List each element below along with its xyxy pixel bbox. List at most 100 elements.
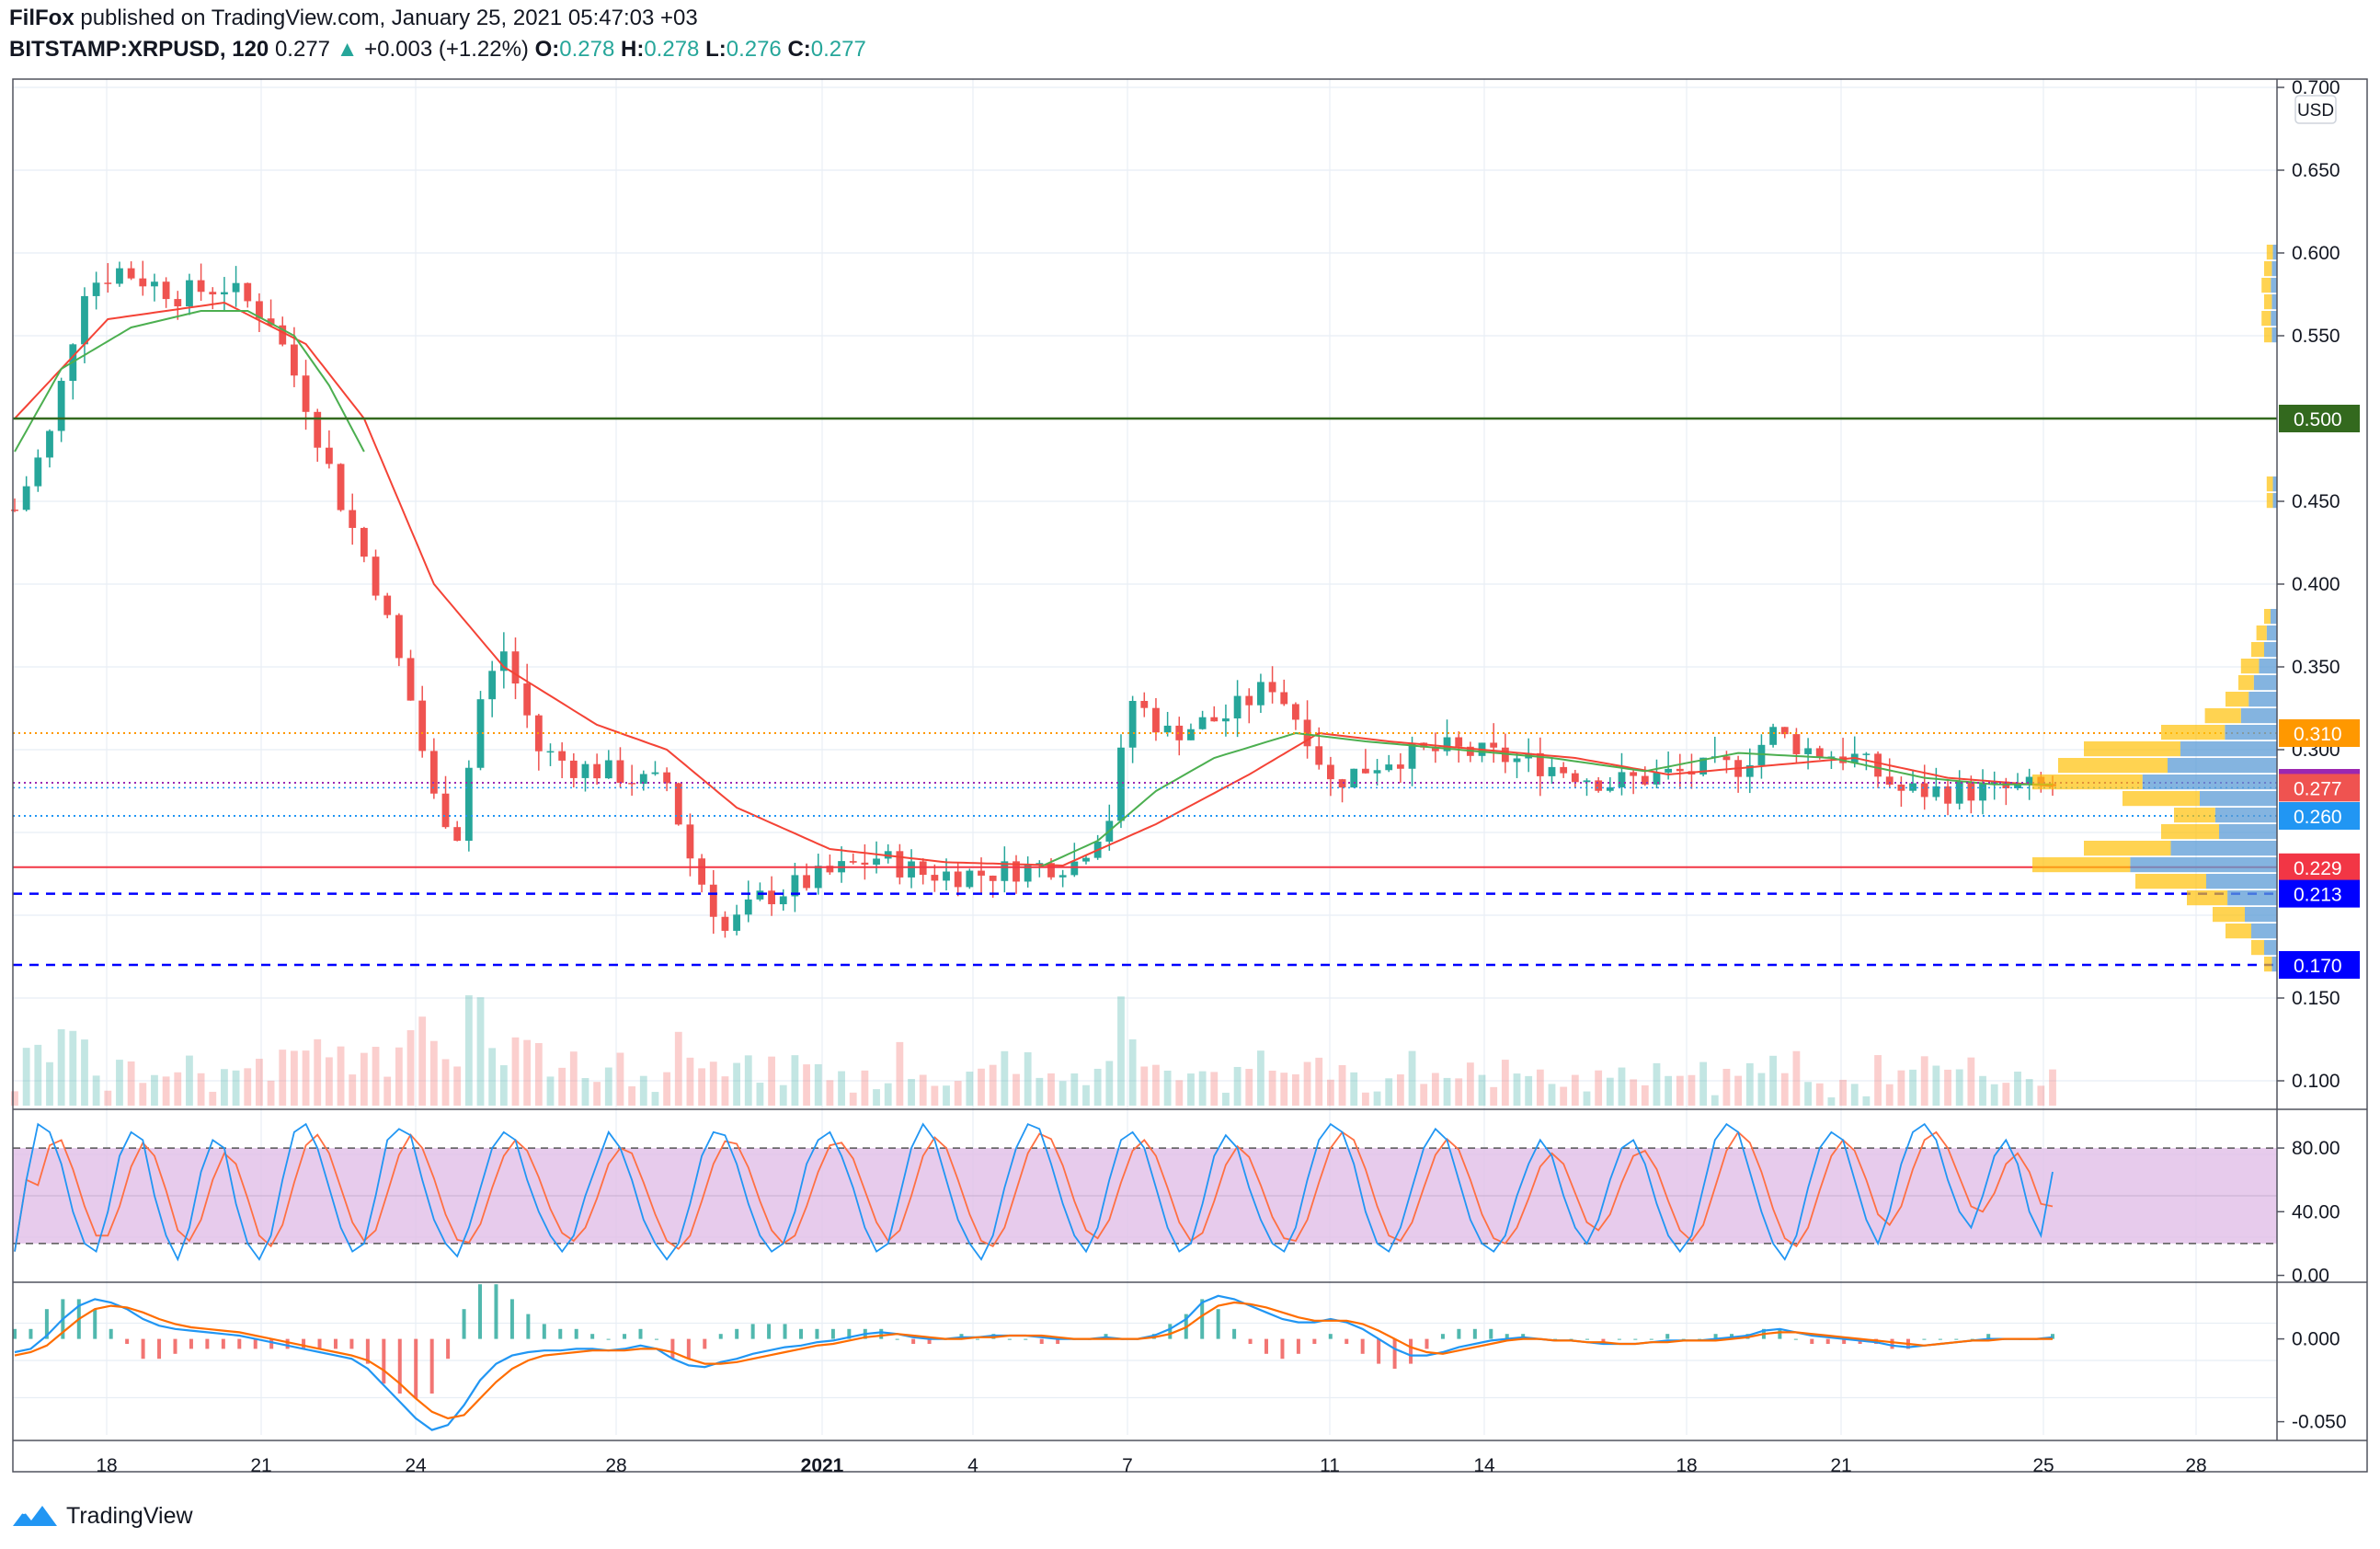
volume-profile-down — [2266, 476, 2273, 492]
symbol-label[interactable]: BITSTAMP:XRPUSD, 120 — [9, 37, 269, 62]
volume-bar — [453, 1066, 462, 1106]
volume-bar — [1093, 1068, 1102, 1106]
candle-body — [2014, 783, 2021, 789]
candle-body — [1815, 748, 1824, 758]
macd-line — [14, 1294, 2054, 1431]
volume-bar — [325, 1057, 333, 1106]
volume-profile-up — [2142, 774, 2277, 790]
volume-profile-down — [2226, 924, 2251, 939]
macd-histogram-bar — [590, 1334, 595, 1339]
volume-profile-down — [2084, 741, 2180, 757]
volume-bar — [81, 1039, 88, 1106]
volume-profile-up — [2200, 791, 2277, 807]
macd-histogram-bar — [798, 1328, 803, 1339]
candle-body — [511, 651, 520, 684]
volume-bar — [291, 1050, 298, 1106]
volume-bar — [814, 1064, 822, 1106]
macd-histogram-bar — [44, 1309, 49, 1339]
volume-bar — [744, 1055, 752, 1106]
candle-body — [1233, 695, 1241, 719]
candle-body — [931, 875, 939, 881]
currency-text: USD — [2297, 101, 2334, 120]
candle-body — [453, 827, 462, 842]
volume-bar — [1455, 1078, 1463, 1106]
volume-profile-up — [2264, 642, 2277, 658]
macd-histogram-bar — [333, 1338, 338, 1349]
macd-histogram-bar — [414, 1338, 418, 1399]
candle-body — [721, 916, 729, 931]
candle-body — [744, 899, 752, 915]
macd-histogram-bar — [1633, 1338, 1638, 1340]
candle-body — [1152, 707, 1160, 733]
currency-label[interactable]: USD — [2294, 95, 2337, 124]
candle-body — [1874, 753, 1882, 777]
volume-profile-up — [2272, 493, 2277, 509]
volume-bar — [581, 1078, 589, 1106]
volume-bar — [1630, 1079, 1638, 1106]
candle-body — [1583, 780, 1591, 783]
candle-body — [1606, 786, 1614, 791]
macd-histogram-bar — [1970, 1338, 1974, 1340]
candle-body — [1548, 766, 1556, 776]
candle-body — [1013, 861, 1020, 882]
candle-body — [1920, 783, 1928, 797]
candle-body — [464, 767, 473, 842]
volume-bar — [372, 1047, 380, 1106]
tradingview-logo[interactable]: TradingView — [11, 1497, 193, 1534]
price-tick-label: 0.700 — [2292, 77, 2340, 98]
candle-body — [92, 282, 100, 296]
volume-bar — [768, 1056, 775, 1106]
macd-histogram-bar — [1200, 1299, 1205, 1339]
volume-bar — [302, 1050, 310, 1106]
volume-bar — [418, 1016, 427, 1106]
candle-body — [581, 763, 589, 778]
macd-histogram-bar — [1617, 1338, 1621, 1340]
volume-profile-up — [2225, 725, 2277, 740]
candle-body — [1292, 704, 1299, 720]
candle-body — [1979, 784, 1986, 801]
volume-profile-down — [2264, 294, 2272, 310]
volume-bar — [1920, 1056, 1928, 1106]
candle-body — [1955, 781, 1963, 804]
volume-bar — [186, 1055, 193, 1106]
price-level-badge — [2279, 774, 2360, 802]
volume-bar — [488, 1048, 497, 1106]
volume-bar — [1560, 1086, 1568, 1106]
macd-histogram-bar — [1280, 1338, 1285, 1360]
volume-bar — [314, 1038, 322, 1106]
candle-body — [768, 890, 775, 905]
time-axis[interactable]: 18 21 24 28 2021 4 7 11 14 18 21 25 28 — [96, 1455, 2206, 1476]
candle-body — [1373, 770, 1381, 774]
macd-histogram-bar — [205, 1338, 210, 1349]
candle-body — [81, 295, 88, 345]
price-axis[interactable]: 0.7000.6500.6000.5500.4500.4000.3500.300… — [2277, 77, 2347, 1433]
volume-bar — [464, 995, 473, 1106]
volume-profile — [2032, 245, 2277, 972]
candle-body — [1536, 752, 1544, 776]
volume-bar — [209, 1091, 217, 1106]
open-value: 0.278 — [559, 37, 615, 62]
macd-histogram-bar — [654, 1338, 658, 1340]
volume-bar — [476, 997, 485, 1106]
macd-histogram-bar — [847, 1328, 852, 1339]
candle-body — [1630, 772, 1638, 776]
price-tick-label: 0.150 — [2292, 988, 2340, 1009]
macd-histogram-bar — [189, 1338, 193, 1349]
volume-bar — [873, 1089, 880, 1106]
candle-body — [1210, 717, 1219, 722]
author-name[interactable]: FilFox — [9, 6, 74, 30]
price-tick-label: 0.400 — [2292, 574, 2340, 595]
macd-histogram-bar — [895, 1338, 899, 1340]
volume-bar — [674, 1031, 682, 1106]
macd-histogram-bar — [558, 1328, 563, 1339]
volume-bar — [1955, 1069, 1963, 1106]
volume-bar — [2002, 1083, 2010, 1106]
candle-body — [639, 774, 647, 785]
macd-histogram-bar — [317, 1338, 322, 1349]
macd-histogram-bar — [975, 1338, 979, 1340]
candle-body — [1338, 779, 1346, 788]
candle-body — [256, 301, 263, 319]
volume-bar — [1850, 1084, 1859, 1106]
candle-body — [1361, 768, 1369, 774]
